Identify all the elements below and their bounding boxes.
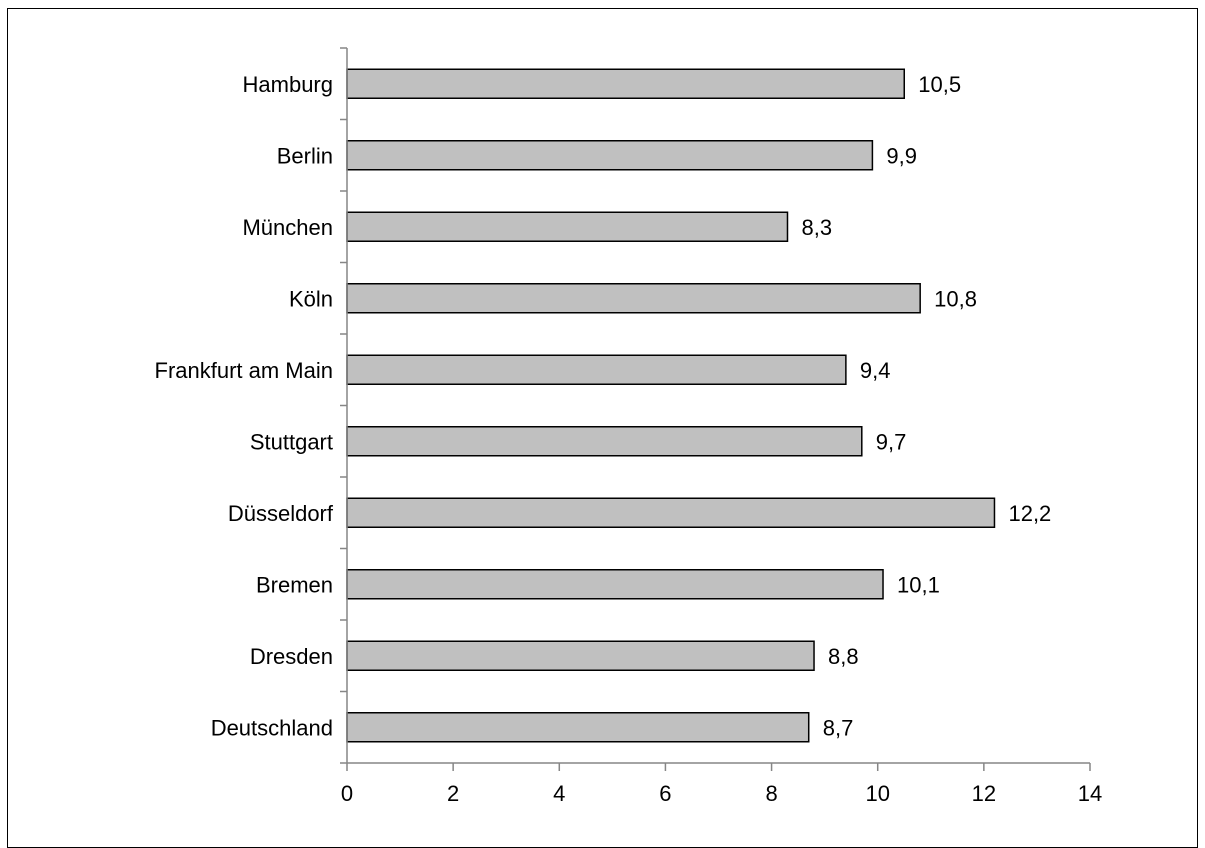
bar bbox=[346, 283, 921, 314]
category-label: Bremen bbox=[256, 572, 333, 597]
data-label: 8,7 bbox=[823, 715, 854, 740]
data-label: 12,2 bbox=[1008, 501, 1051, 526]
x-tick-label: 14 bbox=[1078, 781, 1102, 806]
category-label: Stuttgart bbox=[250, 429, 333, 454]
data-label: 9,4 bbox=[860, 358, 891, 383]
category-label: Düsseldorf bbox=[228, 501, 334, 526]
data-label: 10,8 bbox=[934, 286, 977, 311]
category-label: Berlin bbox=[277, 143, 333, 168]
data-label: 10,5 bbox=[918, 72, 961, 97]
bar bbox=[346, 497, 996, 528]
x-tick-label: 4 bbox=[553, 781, 565, 806]
bar bbox=[346, 354, 847, 385]
category-label: Dresden bbox=[250, 644, 333, 669]
bar bbox=[346, 426, 863, 457]
x-tick-label: 2 bbox=[447, 781, 459, 806]
bar bbox=[346, 211, 789, 242]
bar bbox=[346, 569, 884, 600]
x-tick-label: 10 bbox=[865, 781, 889, 806]
category-label: Frankfurt am Main bbox=[155, 358, 334, 383]
category-label: München bbox=[242, 215, 333, 240]
data-label: 8,8 bbox=[828, 644, 859, 669]
data-label: 9,7 bbox=[876, 429, 907, 454]
x-tick-label: 8 bbox=[765, 781, 777, 806]
bar bbox=[346, 68, 905, 99]
bar bbox=[346, 140, 874, 171]
data-label: 10,1 bbox=[897, 572, 940, 597]
x-tick-label: 6 bbox=[659, 781, 671, 806]
x-tick-label: 12 bbox=[972, 781, 996, 806]
bar bbox=[346, 640, 815, 671]
bar bbox=[346, 712, 810, 743]
category-label: Hamburg bbox=[243, 72, 333, 97]
category-label: Deutschland bbox=[211, 715, 333, 740]
data-label: 9,9 bbox=[886, 143, 917, 168]
category-label: Köln bbox=[289, 286, 333, 311]
x-tick-label: 0 bbox=[341, 781, 353, 806]
data-label: 8,3 bbox=[801, 215, 832, 240]
